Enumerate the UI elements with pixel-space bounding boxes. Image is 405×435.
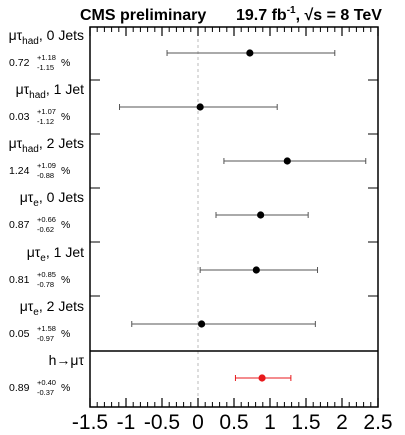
luminosity-exponent: -1 — [287, 5, 296, 16]
measured-value: 0.87 — [9, 219, 30, 231]
plot-frame — [89, 26, 379, 408]
channel-measurement: μτhad, 0 Jets 0.72 +1.18-1.15% — [9, 27, 336, 72]
category-label: μτe, 0 Jets — [20, 189, 84, 209]
channel-measurement: μτhad, 1 Jet 0.03 +1.07-1.12% — [9, 81, 278, 126]
category-label: h→μτ — [49, 352, 85, 368]
measured-value: 0.05 — [9, 328, 30, 340]
category-label-base: h→μτ — [49, 352, 85, 368]
measured-value: 0.03 — [9, 111, 30, 123]
data-point — [196, 103, 204, 111]
error-down-label: -0.88 — [37, 171, 54, 180]
x-tick-label: 0 — [192, 411, 204, 434]
category-label-base: μτ — [27, 244, 41, 260]
category-label-jets: , 1 Jet — [46, 81, 84, 97]
energy-separator: , — [296, 7, 305, 24]
error-down-label: -0.62 — [37, 225, 54, 234]
category-label-base: μτ — [16, 81, 30, 97]
error-down-label: -0.97 — [37, 334, 54, 343]
error-up-label: +0.85 — [37, 270, 56, 279]
unit-label: % — [61, 165, 70, 177]
unit-label: % — [61, 382, 70, 394]
data-point — [252, 266, 260, 274]
data-point — [258, 374, 266, 382]
category-label-base: μτ — [20, 298, 34, 314]
x-tick-label: 1.5 — [291, 411, 320, 434]
channel-measurement: μτe, 2 Jets 0.05 +1.58-0.97% — [9, 298, 316, 343]
category-label-jets: , 0 Jets — [39, 27, 84, 43]
channel-measurement: μτe, 0 Jets 0.87 +0.66-0.62% — [9, 189, 309, 234]
error-down-label: -0.37 — [37, 388, 54, 397]
chart-header: CMS preliminary 19.7 fb-1, √s = 8 TeV — [80, 5, 382, 24]
channel-measurement: μτhad, 2 Jets 1.24 +1.09-0.88% — [9, 135, 367, 180]
data-point — [246, 49, 254, 57]
category-label: μτhad, 2 Jets — [9, 135, 84, 155]
x-tick-label: -1.5 — [72, 411, 108, 434]
category-label: μτe, 2 Jets — [20, 298, 84, 318]
data-point — [283, 157, 291, 165]
category-label-jets: , 2 Jets — [39, 298, 84, 314]
measured-value: 0.72 — [9, 57, 30, 69]
data-point — [257, 211, 265, 219]
x-tick-label: 0.5 — [219, 411, 248, 434]
error-up-label: +0.40 — [37, 378, 56, 387]
sqrt-glyph: √ — [304, 7, 313, 24]
combined-measurement: h→μτ 0.89 +0.40-0.37% — [9, 352, 292, 397]
x-tick-label: -0.5 — [144, 411, 180, 434]
category-label: μτhad, 1 Jet — [16, 81, 85, 101]
x-axis-ticks: -1.5 -1 -0.5 0 0.5 1 1.5 2 2.5 — [72, 27, 393, 434]
unit-label: % — [61, 111, 70, 123]
error-down-label: -1.12 — [37, 117, 54, 126]
channel-measurement: μτe, 1 Jet 0.81 +0.85-0.78% — [9, 244, 319, 289]
error-up-label: +1.09 — [37, 161, 56, 170]
category-label-base: μτ — [9, 135, 23, 151]
error-down-label: -0.78 — [37, 280, 54, 289]
category-label-subscript: had — [22, 36, 39, 47]
x-tick-label: 1 — [264, 411, 276, 434]
unit-label: % — [61, 57, 70, 69]
category-label-jets: , 1 Jet — [46, 244, 84, 260]
x-tick-label: 2 — [336, 411, 348, 434]
measured-value: 1.24 — [9, 165, 30, 177]
category-label: μτhad, 0 Jets — [9, 27, 84, 47]
category-label-subscript: had — [22, 144, 39, 155]
x-tick-label: 2.5 — [363, 411, 392, 434]
unit-label: % — [61, 219, 70, 231]
unit-label: % — [61, 274, 70, 286]
measured-value: 0.89 — [9, 382, 30, 394]
unit-label: % — [61, 328, 70, 340]
cms-preliminary-label: CMS preliminary — [80, 7, 206, 24]
error-up-label: +1.18 — [37, 53, 56, 62]
x-tick-label: -1 — [117, 411, 136, 434]
y-axis-tick-marks — [90, 79, 378, 297]
error-down-label: -1.15 — [37, 63, 54, 72]
measured-value: 0.81 — [9, 274, 30, 286]
luminosity-label: 19.7 fb-1, √s = 8 TeV — [236, 5, 382, 24]
category-label-jets: , 2 Jets — [39, 135, 84, 151]
category-label: μτe, 1 Jet — [27, 244, 84, 264]
category-label-subscript: had — [29, 90, 46, 101]
category-label-base: μτ — [20, 189, 34, 205]
data-point — [198, 320, 206, 328]
category-label-subscript: e — [33, 198, 39, 209]
category-label-jets: , 0 Jets — [39, 189, 84, 205]
category-label-base: μτ — [9, 27, 23, 43]
error-up-label: +1.58 — [37, 324, 56, 333]
luminosity-value: 19.7 fb — [236, 7, 287, 24]
error-up-label: +0.66 — [37, 215, 56, 224]
error-up-label: +1.07 — [37, 107, 56, 116]
category-label-subscript: e — [33, 307, 39, 318]
energy-value: s = 8 TeV — [313, 7, 382, 24]
category-label-subscript: e — [40, 253, 46, 264]
